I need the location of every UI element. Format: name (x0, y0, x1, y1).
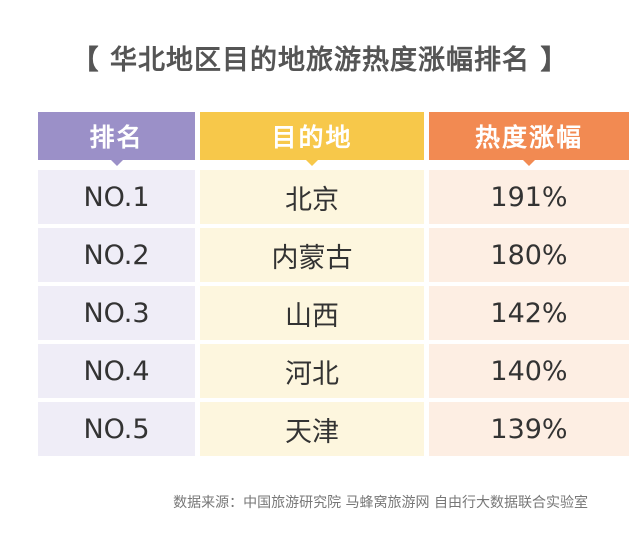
page-title: 【 华北地区目的地旅游热度涨幅排名 】 (71, 45, 569, 76)
rank-cell: NO.4 (38, 344, 195, 398)
increase-cell: 191% (429, 170, 629, 224)
destination-cell: 天津 (200, 402, 424, 456)
rank-cell: NO.2 (38, 228, 195, 282)
increase-cell: 139% (429, 402, 629, 456)
ranking-table: 排名 NO.1 NO.2 NO.3 NO.4 NO.5 目的地 北京 内蒙古 山… (38, 112, 629, 462)
destination-cell: 内蒙古 (200, 228, 424, 282)
header-destination: 目的地 (200, 112, 424, 160)
increase-cell: 140% (429, 344, 629, 398)
destination-cell: 河北 (200, 344, 424, 398)
destination-cell: 北京 (200, 170, 424, 224)
header-rank: 排名 (38, 112, 195, 160)
increase-cell: 180% (429, 228, 629, 282)
rank-column: 排名 NO.1 NO.2 NO.3 NO.4 NO.5 (38, 112, 195, 462)
destination-cell: 山西 (200, 286, 424, 340)
rank-cell: NO.3 (38, 286, 195, 340)
destination-column: 目的地 北京 内蒙古 山西 河北 天津 (200, 112, 424, 462)
rank-cell: NO.1 (38, 170, 195, 224)
rank-cell: NO.5 (38, 402, 195, 456)
header-destination-pointer (304, 158, 320, 166)
header-increase-pointer (521, 158, 537, 166)
header-increase: 热度涨幅 (429, 112, 629, 160)
increase-column: 热度涨幅 191% 180% 142% 140% 139% (429, 112, 629, 462)
header-rank-pointer (108, 158, 125, 166)
increase-cell: 142% (429, 286, 629, 340)
source-note: 数据来源：中国旅游研究院 马蜂窝旅游网 自由行大数据联合实验室 (173, 495, 588, 511)
